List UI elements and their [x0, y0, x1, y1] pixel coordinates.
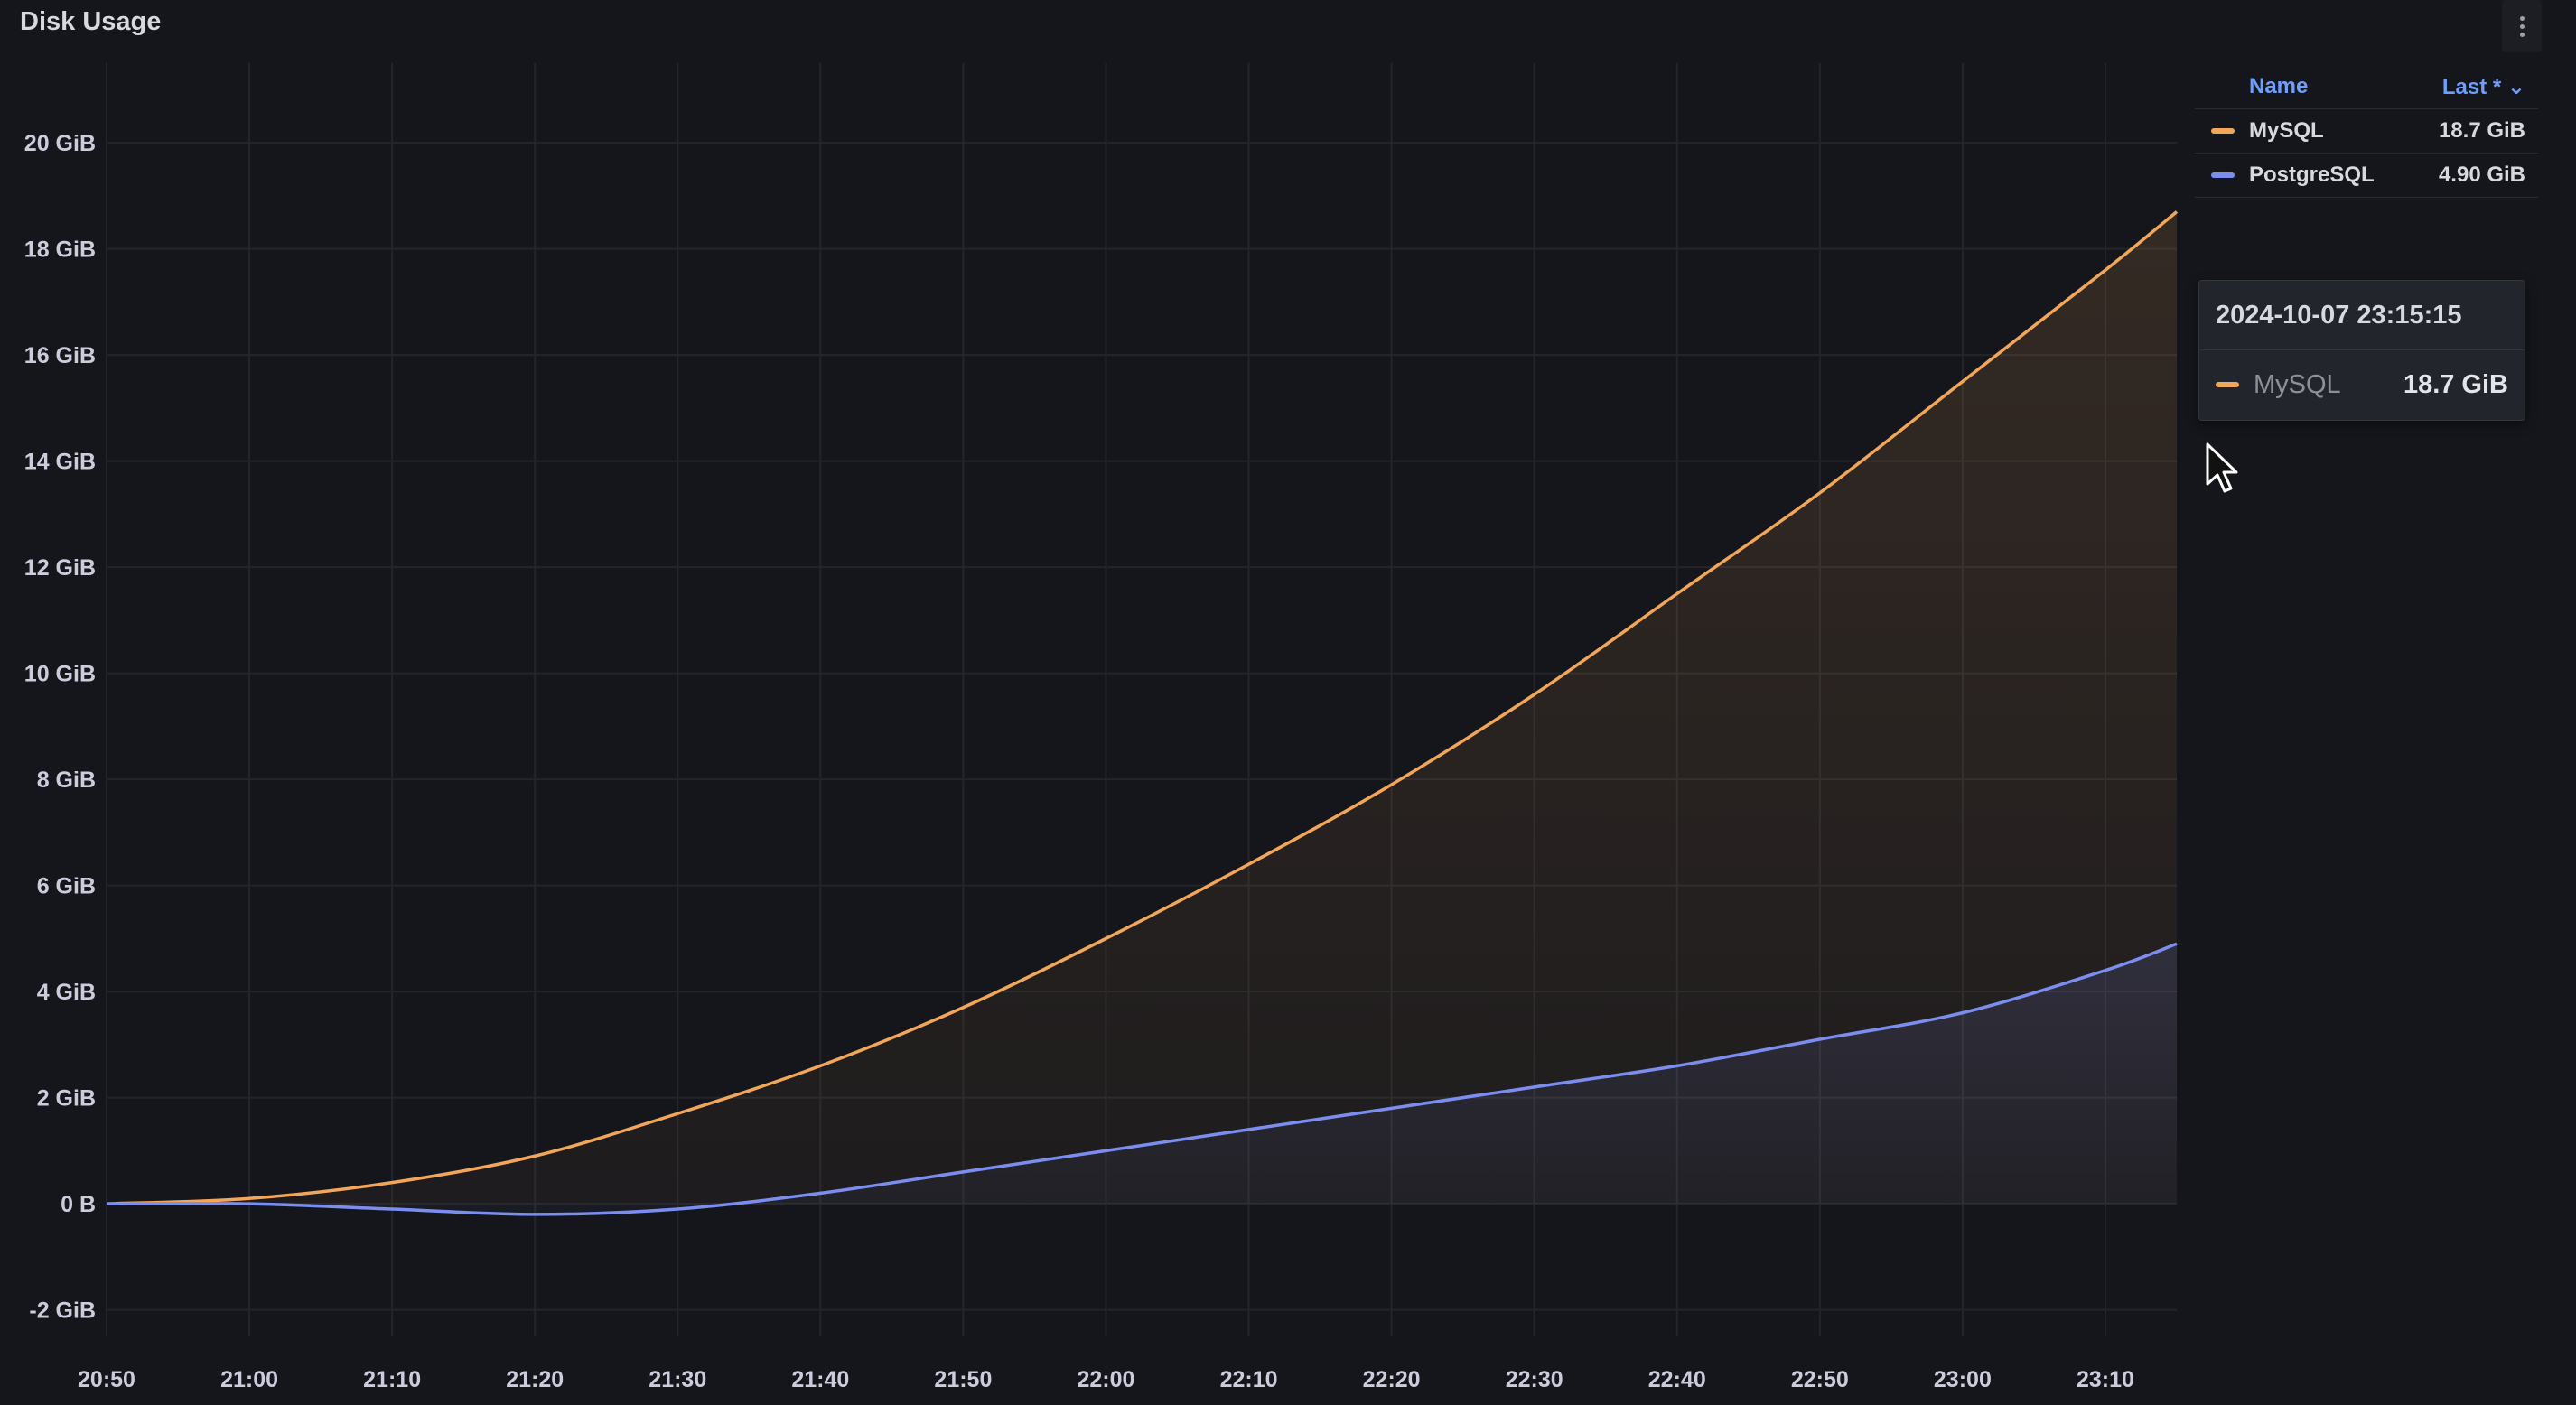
- y-tick-label: 12 GiB: [24, 555, 96, 581]
- series-area-postgresql: [107, 944, 2177, 1214]
- legend-row-mysql[interactable]: MySQL 18.7 GiB: [2195, 109, 2538, 154]
- y-tick-label: -2 GiB: [29, 1298, 96, 1324]
- mysql-color-swatch: [2211, 128, 2235, 134]
- series-line-mysql: [106, 210, 2179, 1205]
- x-tick-label: 22:00: [1078, 1367, 1135, 1392]
- more-vertical-icon: [2519, 14, 2525, 39]
- y-tick-label: 16 GiB: [24, 343, 96, 368]
- y-tick-label: 4 GiB: [37, 980, 96, 1005]
- series-area-mysql: [107, 211, 2177, 1205]
- time-series-chart[interactable]: -2 GiB 0 B 2 GiB 4 GiB 6 GiB 8 GiB 10 GiB 12 Gi…: [0, 0, 2204, 1405]
- x-tick-label: 22:10: [1220, 1367, 1278, 1392]
- tooltip-timestamp: 2024-10-07 23:15:15: [2199, 281, 2525, 350]
- y-tick-label: 18 GiB: [24, 237, 96, 263]
- x-tick-label: 21:40: [791, 1367, 849, 1392]
- x-tick-label: 21:50: [934, 1367, 992, 1392]
- x-tick-label: 21:20: [506, 1367, 564, 1392]
- x-tick-label: 22:30: [1506, 1367, 1563, 1392]
- legend-row-postgresql[interactable]: PostgreSQL 4.90 GiB: [2195, 154, 2538, 198]
- x-tick-label: 20:50: [78, 1367, 135, 1392]
- panel-title: Disk Usage: [20, 7, 162, 36]
- legend-header: Name Last * ⌄: [2195, 65, 2538, 109]
- x-tick-label: 23:00: [1934, 1367, 1992, 1392]
- y-tick-label: 14 GiB: [24, 450, 96, 475]
- x-tick-label: 23:10: [2077, 1367, 2134, 1392]
- legend-table: Name Last * ⌄ MySQL 18.7 GiB PostgreSQL …: [2195, 65, 2538, 198]
- panel-menu-button[interactable]: [2502, 0, 2542, 52]
- postgresql-color-swatch: [2211, 172, 2235, 178]
- y-tick-label: 8 GiB: [37, 768, 96, 793]
- x-tick-label: 21:10: [363, 1367, 421, 1392]
- tooltip-series-value: 18.7 GiB: [2403, 369, 2508, 399]
- x-tick-label: 22:50: [1791, 1367, 1849, 1392]
- y-tick-label: 10 GiB: [24, 662, 96, 687]
- legend-header-name[interactable]: Name: [2249, 74, 2309, 98]
- hover-tooltip: 2024-10-07 23:15:15 MySQL 18.7 GiB: [2198, 280, 2525, 421]
- legend-series-name: PostgreSQL: [2249, 163, 2375, 187]
- legend-series-last: 4.90 GiB: [2438, 163, 2525, 187]
- legend-series-last: 18.7 GiB: [2438, 118, 2525, 143]
- x-tick-label: 21:00: [220, 1367, 278, 1392]
- legend-series-name: MySQL: [2249, 118, 2324, 143]
- x-tick-label: 21:30: [649, 1367, 706, 1392]
- tooltip-color-swatch: [2216, 382, 2239, 387]
- tooltip-series-name: MySQL: [2254, 369, 2341, 399]
- x-tick-label: 22:40: [1648, 1367, 1706, 1392]
- y-tick-label: 20 GiB: [24, 131, 96, 156]
- series-line-postgresql: [106, 942, 2178, 1216]
- mouse-pointer-icon: [2206, 442, 2238, 493]
- y-tick-label: 0 B: [61, 1192, 96, 1217]
- tooltip-row: MySQL 18.7 GiB: [2199, 350, 2525, 419]
- legend-header-last[interactable]: Last * ⌄: [2441, 74, 2525, 99]
- y-tick-label: 6 GiB: [37, 874, 96, 899]
- y-tick-label: 2 GiB: [37, 1086, 96, 1112]
- x-tick-label: 22:20: [1363, 1367, 1421, 1392]
